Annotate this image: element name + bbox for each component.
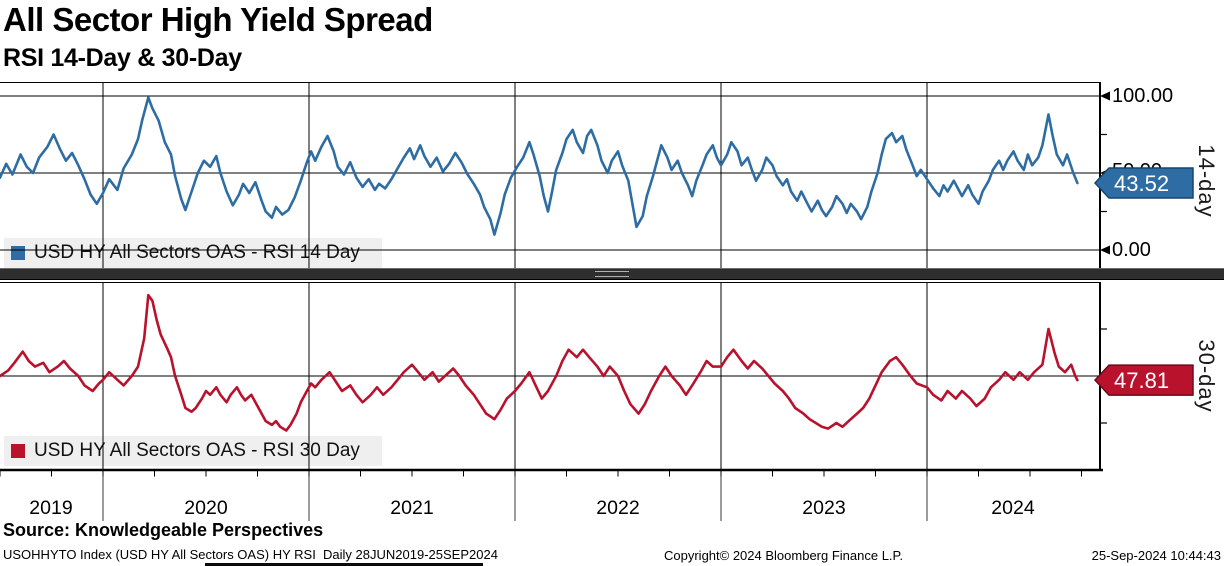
rsi14-badge: 43.52 xyxy=(1093,167,1194,199)
separator-grip-icon[interactable] xyxy=(595,271,629,277)
xlabel-2024: 2024 xyxy=(991,497,1035,519)
rsi14-badge-value: 43.52 xyxy=(1114,171,1169,196)
copyright-line: Copyright© 2024 Bloomberg Finance L.P. xyxy=(664,548,904,563)
x-axis-labels: 2019 2020 2021 2022 2023 2024 xyxy=(0,497,1224,523)
page-title: All Sector High Yield Spread xyxy=(3,1,433,38)
ytick-label-100: 100.00 xyxy=(1112,85,1173,107)
rsi30-line[interactable] xyxy=(0,293,1079,432)
ytick-label-50: 50.00 xyxy=(1112,160,1162,182)
rsi30-legend-swatch xyxy=(11,444,25,458)
ytick-label-0: 0.00 xyxy=(1112,239,1151,261)
tick-arrow-100 xyxy=(1100,91,1110,101)
rsi14-axis-title: 14-day xyxy=(1194,144,1219,217)
xlabel-2019: 2019 xyxy=(29,497,73,519)
rsi30-axis-title: 30-day xyxy=(1194,339,1219,412)
bottom-partial-bar xyxy=(205,563,483,566)
panel-separator[interactable] xyxy=(0,268,1224,280)
xlabel-2023: 2023 xyxy=(802,497,846,519)
xlabel-2021: 2021 xyxy=(390,497,434,519)
xlabel-2022: 2022 xyxy=(596,497,640,519)
rsi14-legend-swatch xyxy=(11,246,25,260)
ticker-line: USOHHYTO Index (USD HY All Sectors OAS) … xyxy=(3,547,498,562)
legend-rsi14[interactable]: USD HY All Sectors OAS - RSI 14 Day xyxy=(4,238,382,268)
rsi14-legend-label: USD HY All Sectors OAS - RSI 14 Day xyxy=(34,242,360,263)
tick-arrow-0 xyxy=(1100,245,1110,255)
rsi30-badge: 47.81 xyxy=(1093,364,1194,396)
rsi30-badge-value: 47.81 xyxy=(1114,368,1169,393)
legend-rsi30[interactable]: USD HY All Sectors OAS - RSI 30 Day xyxy=(4,436,382,466)
rsi14-line[interactable] xyxy=(0,96,1079,236)
tick-arrow-50 xyxy=(1100,168,1110,178)
timestamp: 25-Sep-2024 10:44:43 xyxy=(1091,548,1221,563)
page-subtitle: RSI 14-Day & 30-Day xyxy=(3,44,242,72)
xlabel-2020: 2020 xyxy=(184,497,228,519)
source-line: Source: Knowledgeable Perspectives xyxy=(3,520,324,540)
rsi30-legend-label: USD HY All Sectors OAS - RSI 30 Day xyxy=(34,440,360,461)
